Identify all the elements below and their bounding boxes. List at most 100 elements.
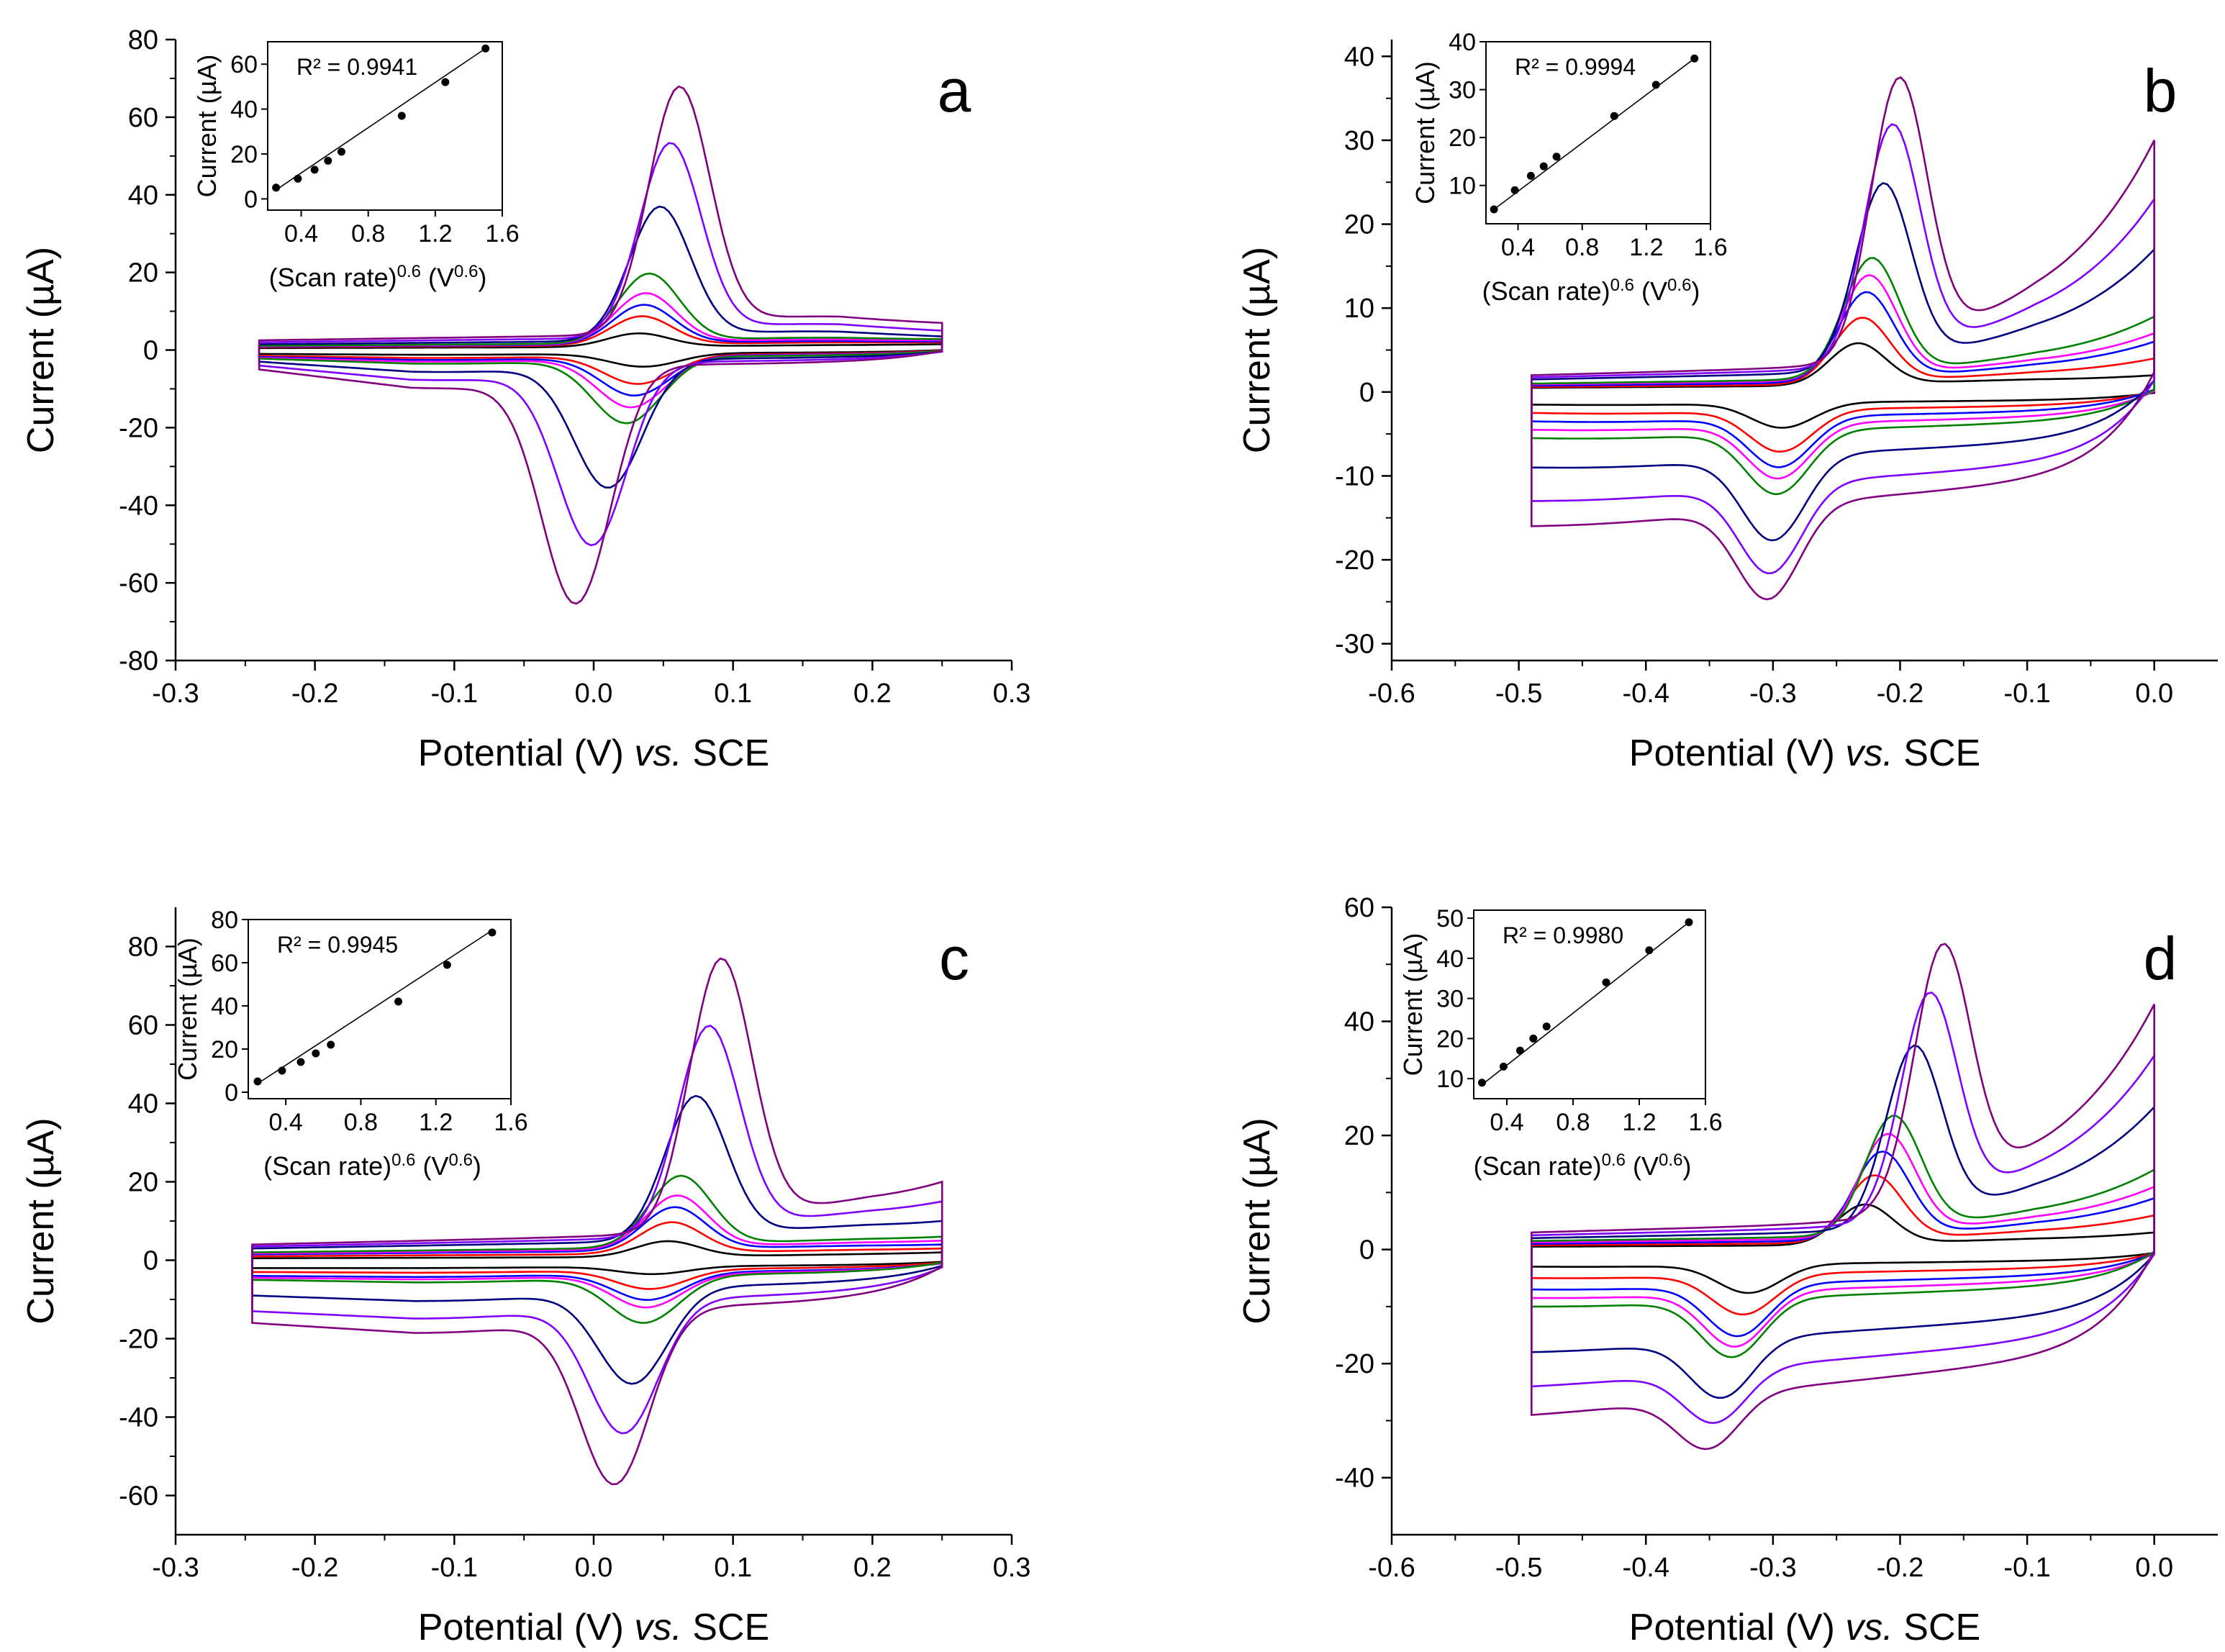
inset-x-title-part: 0.6 (449, 1150, 473, 1170)
inset-y-tick-label: 30 (1436, 986, 1464, 1013)
inset-x-title-part: 0.6 (1610, 276, 1634, 295)
y-tick-label: 30 (1344, 126, 1374, 156)
inset-r2-label: R² = 0.9945 (277, 932, 398, 958)
x-tick-label: 0.2 (853, 678, 892, 709)
x-tick-label: 0.0 (2135, 1553, 2173, 1583)
inset-data-point (294, 174, 302, 183)
y-tick-label: 20 (1344, 210, 1374, 240)
x-axis-title-part: vs. (1845, 1607, 1893, 1648)
inset-data-point (1510, 186, 1519, 194)
inset-x-tick-label: 0.8 (344, 1109, 378, 1136)
inset-y-title: Current (µA) (1410, 61, 1440, 204)
y-axis-title-part: Current ( (20, 305, 62, 453)
x-axis-title-part: Potential (V) (1629, 1607, 1846, 1648)
inset-x-title-part: 0.6 (1659, 1150, 1682, 1170)
inset-y-title: Current (µA) (192, 55, 222, 198)
x-axis-title: Potential (V) vs. SCE (418, 1607, 769, 1648)
x-axis-title: Potential (V) vs. SCE (418, 732, 769, 774)
inset-x-tick-label: 1.6 (1688, 1109, 1722, 1136)
series-line-cv-8 (251, 957, 943, 1486)
y-axis-title-part: A) (20, 1117, 62, 1155)
panel-a: -0.3 -0.2 -0.1 0.0 0.1 0.2 0.3 -80 -60 -40 -20 0 20 4… (20, 25, 1030, 774)
inset-x-tick-label: 0.4 (1501, 234, 1535, 261)
inset-data-point (327, 1040, 335, 1049)
panel-letter: c (939, 925, 969, 992)
x-tick-label: -0.3 (1749, 678, 1796, 709)
y-axis-title-part: µ (20, 1155, 62, 1176)
y-tick-label: 0 (1359, 1235, 1374, 1266)
y-tick-label: 40 (1344, 1007, 1374, 1038)
inset-data-point (337, 148, 345, 156)
inset-x-title-part: 0.6 (397, 262, 421, 281)
inset-data-point (1478, 1079, 1486, 1087)
inset-data-point (441, 78, 450, 86)
series-line-cv-8 (258, 85, 943, 605)
y-tick-label: -40 (1335, 1463, 1374, 1494)
inset-y-title: Current (µA) (173, 938, 202, 1081)
inset-x-tick-label: 1.2 (1629, 234, 1663, 261)
x-tick-label: 0.3 (993, 1553, 1031, 1583)
y-axis-title-part: µ (20, 284, 62, 306)
x-axis-title-part: Potential (V) (418, 1607, 635, 1648)
x-axis-title-part: SCE (682, 1607, 769, 1648)
x-axis-title-part: vs. (1845, 732, 1893, 774)
inset-x-title: (Scan rate)0.6 (V0.6) (1474, 1150, 1692, 1181)
inset-y-title: Current (µA) (1398, 933, 1428, 1076)
inset-data-point (312, 1049, 320, 1058)
inset-data-point (397, 112, 406, 120)
inset-x-title-part: (V (416, 1151, 449, 1181)
inset-x-tick-label: 0.4 (1490, 1109, 1523, 1136)
inset-data-point (1651, 81, 1660, 89)
inset-x-title-part: 0.6 (454, 262, 478, 281)
inset-fit-line (1482, 922, 1690, 1086)
y-tick-label: -60 (119, 1481, 158, 1512)
x-tick-label: -0.2 (291, 1553, 338, 1583)
inset-data-point (1645, 946, 1654, 955)
inset-x-tick-label: 0.4 (269, 1109, 303, 1136)
y-axis-title-part: A) (1236, 247, 1278, 284)
x-axis-title-part: Potential (V) (418, 732, 635, 774)
inset-data-point (1552, 153, 1561, 161)
x-tick-label: 0.1 (714, 1553, 752, 1583)
y-axis-title-part: µ (1236, 284, 1278, 306)
inset-frame (1473, 909, 1706, 1099)
y-axis-title-part: Current ( (20, 1176, 62, 1325)
inset-data-point (1499, 1062, 1508, 1071)
y-tick-label: -40 (119, 491, 158, 521)
panel-d: -0.6 -0.5 -0.4 -0.3 -0.2 -0.1 0.0 -40 -20 0 20 40 60… (1236, 893, 2218, 1648)
x-tick-label: 0.0 (2135, 678, 2173, 709)
inset-x-title-part: (Scan rate) (269, 263, 397, 292)
inset-data-point (1526, 171, 1535, 180)
x-tick-label: -0.2 (1877, 678, 1923, 709)
inset-plot: 0.4 0.8 1.2 1.6 10 20 30 40 50 R² = 0.9980 Current… (1398, 905, 1723, 1181)
inset-data-point (1690, 54, 1699, 63)
inset-data-point (1685, 918, 1693, 927)
cv-curves (251, 957, 943, 1486)
inset-x-title: (Scan rate)0.6 (V0.6) (269, 262, 487, 293)
y-tick-label: 40 (1344, 42, 1374, 72)
inset-fit-line (1493, 58, 1695, 210)
y-axis-title-part: µ (1236, 1155, 1278, 1176)
inset-data-point (1539, 162, 1548, 171)
x-axis-title-part: vs. (634, 732, 681, 774)
inset-frame (1485, 41, 1711, 224)
inset-y-tick-label: 40 (230, 96, 258, 124)
y-tick-label: 60 (128, 103, 158, 133)
y-tick-label: 10 (1344, 294, 1374, 324)
inset-x-tick-label: 0.8 (1556, 1109, 1590, 1136)
series-line-cv-8 (1531, 76, 2155, 601)
inset-y-tick-label: 40 (1436, 945, 1464, 973)
y-tick-label: 80 (128, 25, 158, 55)
x-tick-label: -0.6 (1368, 1553, 1415, 1583)
inset-frame (248, 919, 512, 1099)
inset-y-tick-label: 60 (211, 950, 238, 977)
y-tick-label: 20 (128, 258, 158, 289)
inset-data-point (1610, 112, 1618, 120)
inset-data-point (310, 165, 319, 174)
inset-y-tick-label: 10 (1436, 1066, 1464, 1093)
inset-plot: 0.4 0.8 1.2 1.6 0 20 40 60 80 R² = 0.9945 Current … (173, 907, 528, 1181)
inset-y-tick-label: 40 (211, 993, 238, 1020)
y-axis-title-part: Current ( (1236, 305, 1278, 453)
inset-x-title-part: ) (478, 263, 486, 292)
inset-x-title-part: (Scan rate) (1474, 1151, 1602, 1181)
